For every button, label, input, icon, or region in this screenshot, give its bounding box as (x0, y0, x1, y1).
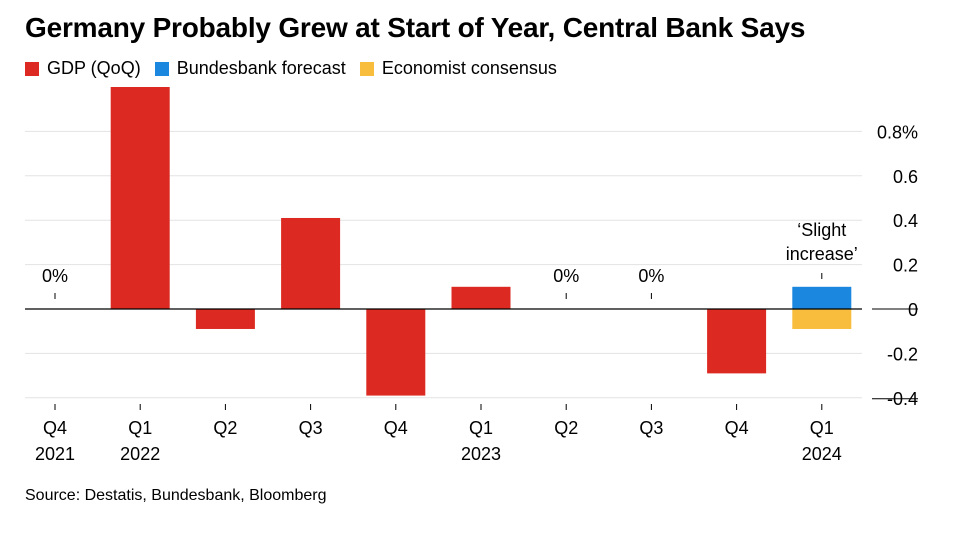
legend-label-gdp: GDP (QoQ) (47, 58, 141, 78)
bar-gdp-qoq (707, 309, 767, 374)
x-tick-label: Q3 (299, 418, 323, 438)
bar-bundesbank-forecast (792, 286, 852, 309)
x-tick-label: Q1 (810, 418, 834, 438)
legend-item-gdp: GDP (QoQ) (25, 58, 141, 79)
y-tick-label: 0.8% (877, 122, 918, 142)
x-tick-label: Q1 (469, 418, 493, 438)
x-year-label: 2023 (461, 444, 501, 464)
zero-value-label: 0% (638, 266, 664, 286)
legend-item-bundesbank-forecast: Bundesbank forecast (154, 58, 346, 79)
x-tick-label: Q4 (725, 418, 749, 438)
legend-swatch-bundesbank-forecast (154, 61, 169, 76)
source-note: Source: Destatis, Bundesbank, Bloomberg (25, 487, 327, 504)
legend: GDP (QoQ) Bundesbank forecast Economist … (25, 58, 571, 79)
bar-gdp-qoq (366, 309, 426, 396)
legend-swatch-economist-consensus (359, 61, 374, 76)
y-tick-label: -0.2 (887, 344, 918, 364)
annotation-text: increase’ (786, 244, 858, 264)
bar-economist-consensus (792, 309, 852, 329)
x-tick-label: Q4 (384, 418, 408, 438)
x-tick-label: Q2 (554, 418, 578, 438)
legend-label-economist-consensus: Economist consensus (381, 58, 557, 78)
x-tick-label: Q2 (213, 418, 237, 438)
zero-value-label: 0% (553, 266, 579, 286)
x-year-label: 2022 (120, 444, 160, 464)
x-year-label: 2024 (802, 444, 842, 464)
x-tick-label: Q3 (639, 418, 663, 438)
annotation-text: ‘Slight (797, 220, 846, 240)
x-year-label: 2021 (35, 444, 75, 464)
x-tick-label: Q1 (128, 418, 152, 438)
zero-value-label: 0% (42, 266, 68, 286)
bar-gdp-qoq (195, 309, 255, 329)
x-tick-label: Q4 (43, 418, 67, 438)
y-tick-label: 0.4 (893, 211, 918, 231)
bar-gdp-qoq (451, 286, 511, 309)
y-tick-label: 0.6 (893, 167, 918, 187)
chart-title: Germany Probably Grew at Start of Year, … (25, 12, 806, 43)
y-tick-label: 0.2 (893, 256, 918, 276)
bar-gdp-qoq (281, 217, 341, 309)
legend-label-bundesbank-forecast: Bundesbank forecast (176, 58, 346, 78)
bar-gdp-qoq (110, 87, 170, 309)
legend-item-economist-consensus: Economist consensus (359, 58, 557, 79)
legend-swatch-gdp (25, 61, 39, 76)
y-tick-label: 0 (908, 300, 918, 320)
